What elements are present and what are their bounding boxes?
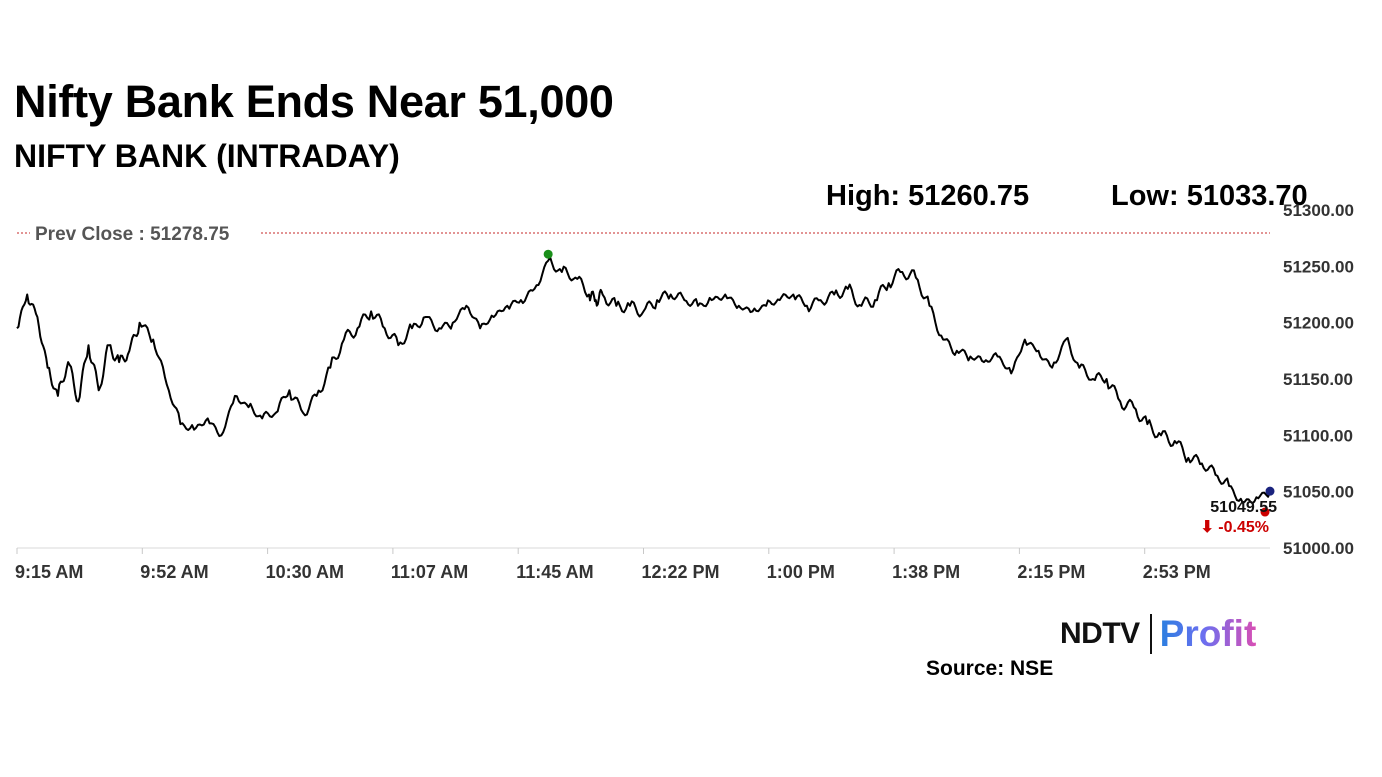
- chart-subtitle: NIFTY BANK (INTRADAY): [14, 138, 400, 174]
- x-axis: 9:15 AM 9:52 AM 10:30 AM 11:07 AM 11:45 AM 12…: [15, 547, 1270, 582]
- y-tick-label: 51000.00: [1283, 539, 1354, 558]
- y-axis: 51000.00 51050.00 51100.00 51150.00 51200.00…: [1283, 201, 1354, 558]
- logo-ndtv-text: NDTV: [1060, 617, 1140, 650]
- x-tick-label: 10:30 AM: [266, 562, 344, 582]
- logo-profit-text: Profit: [1159, 613, 1257, 654]
- logo-divider: [1149, 614, 1152, 654]
- x-tick-label: 2:15 PM: [1017, 562, 1085, 582]
- x-tick-label: 2:53 PM: [1143, 562, 1211, 582]
- y-tick-label: 51050.00: [1283, 483, 1354, 502]
- last-marker: [1265, 486, 1275, 496]
- y-tick-label: 51150.00: [1283, 370, 1353, 389]
- source-note: Source: NSE: [926, 657, 1054, 680]
- y-tick-label: 51250.00: [1283, 257, 1354, 276]
- change-label: ⬇ -0.45%: [1200, 519, 1269, 536]
- y-tick-label: 51300.00: [1283, 201, 1354, 220]
- low-value: Low: 51033.70: [1111, 180, 1308, 212]
- prev-close-label-bg: [30, 221, 260, 245]
- y-tick-label: 51100.00: [1283, 426, 1353, 445]
- x-tick-label: 11:45 AM: [516, 562, 593, 582]
- x-tick-label: 11:07 AM: [391, 562, 468, 582]
- markers: 51049.55 ⬇ -0.45%: [543, 249, 1277, 536]
- chart-title: Nifty Bank Ends Near 51,000: [14, 76, 614, 127]
- prev-close-label: Prev Close : 51278.75: [35, 224, 230, 245]
- high-marker: [543, 249, 553, 259]
- high-value: High: 51260.75: [826, 180, 1030, 212]
- x-tick-label: 1:00 PM: [767, 562, 835, 582]
- x-tick-label: 1:38 PM: [892, 562, 960, 582]
- last-value-label: 51049.55: [1210, 499, 1277, 516]
- low-marker: [1260, 507, 1270, 517]
- x-tick-label: 9:15 AM: [15, 562, 83, 582]
- prev-close-group: Prev Close : 51278.75: [17, 221, 1270, 245]
- price-series: [16, 256, 1271, 505]
- x-tick-label: 12:22 PM: [642, 562, 720, 582]
- x-tick-label: 9:52 AM: [140, 562, 208, 582]
- ndtv-profit-logo: NDTV Profit: [1060, 612, 1256, 656]
- y-tick-label: 51200.00: [1283, 314, 1354, 333]
- price-line: [16, 256, 1271, 505]
